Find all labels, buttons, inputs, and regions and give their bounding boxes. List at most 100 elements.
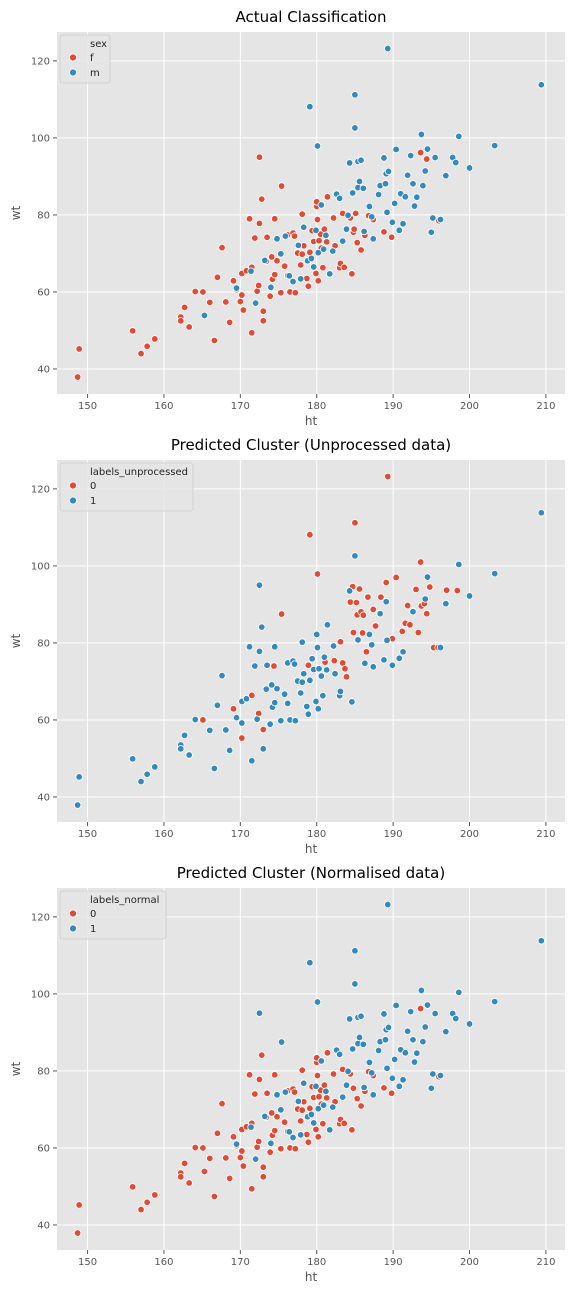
data-point [351,947,359,955]
data-point [273,257,281,265]
data-point [218,671,226,680]
data-point [398,627,406,636]
data-point [304,710,313,718]
data-point [383,208,391,216]
data-point [395,654,403,663]
data-point [251,1090,259,1098]
data-point [312,226,320,235]
data-point [304,661,313,669]
data-point [351,124,359,132]
data-point [277,289,285,297]
data-point [303,274,311,283]
data-point [392,573,400,582]
data-point [369,605,377,614]
data-point [340,263,348,271]
data-point [306,531,314,539]
data-point [73,801,82,809]
data-point [251,662,259,670]
legend-title: labels_normal [90,895,159,906]
data-point [312,1082,320,1091]
y-tick-label: 120 [31,912,50,923]
data-point [455,132,463,141]
data-point [290,1088,299,1096]
y-tick-label: 120 [31,484,50,495]
data-point [185,323,193,331]
data-point [413,193,421,201]
data-point [342,225,351,233]
chart-panel-2: Predicted Cluster (Unprocessed data) 150 1… [9,436,565,856]
data-point [222,298,230,306]
data-point [271,270,279,279]
data-point [266,720,274,728]
data-point [384,44,392,53]
data-point [247,267,255,275]
data-point [143,342,151,350]
data-point [273,1091,281,1099]
data-point [326,270,334,278]
data-point [452,1014,460,1023]
data-point [290,232,299,240]
data-point [222,1154,230,1162]
data-point [143,770,151,778]
data-point [342,1081,351,1089]
data-point [229,705,238,713]
data-point [255,1075,264,1084]
data-point [388,218,397,226]
data-point [251,234,259,242]
data-point [360,227,368,236]
data-point [380,228,388,236]
data-point [339,237,347,245]
data-point [200,1167,209,1176]
data-point [361,659,369,668]
data-point [388,661,397,669]
data-point [465,1020,474,1028]
data-point [322,231,330,240]
data-point [298,1106,306,1114]
data-point [413,1049,421,1057]
data-point [298,210,306,218]
y-tick-label: 100 [31,561,50,572]
data-point [419,1037,427,1046]
x-axis-label: ht [305,414,318,428]
data-point [284,699,292,708]
data-point [387,233,396,241]
data-point [210,764,219,773]
data-point [180,731,189,740]
x-axis-label: ht [305,842,318,856]
data-point [177,1173,185,1181]
data-point [312,269,320,278]
data-point [349,628,358,637]
data-point [417,986,426,995]
data-point [303,1130,311,1139]
data-point [242,695,251,703]
data-point [423,573,432,581]
data-point [294,1097,303,1106]
series-1 [232,900,546,1163]
data-point [313,998,322,1006]
data-point [128,1183,137,1191]
data-point [537,81,546,89]
data-point [239,306,248,314]
data-point [185,751,193,759]
data-point [218,243,226,252]
data-point [412,585,420,594]
data-point [384,167,393,176]
data-point [263,233,271,241]
legend-marker [69,909,77,918]
series-0 [199,472,461,742]
data-point [414,628,423,637]
legend-marker [69,68,77,77]
data-point [270,662,278,670]
data-point [296,1131,305,1139]
data-point [225,746,234,755]
data-point [300,670,308,678]
series-1 [73,509,546,809]
data-point [323,193,332,201]
data-point [345,587,354,595]
x-tick-label: 210 [536,401,555,412]
data-point [317,672,326,680]
data-point [406,1007,415,1016]
x-tick-label: 190 [384,829,403,840]
data-point [319,691,327,700]
plot-area [57,32,565,394]
